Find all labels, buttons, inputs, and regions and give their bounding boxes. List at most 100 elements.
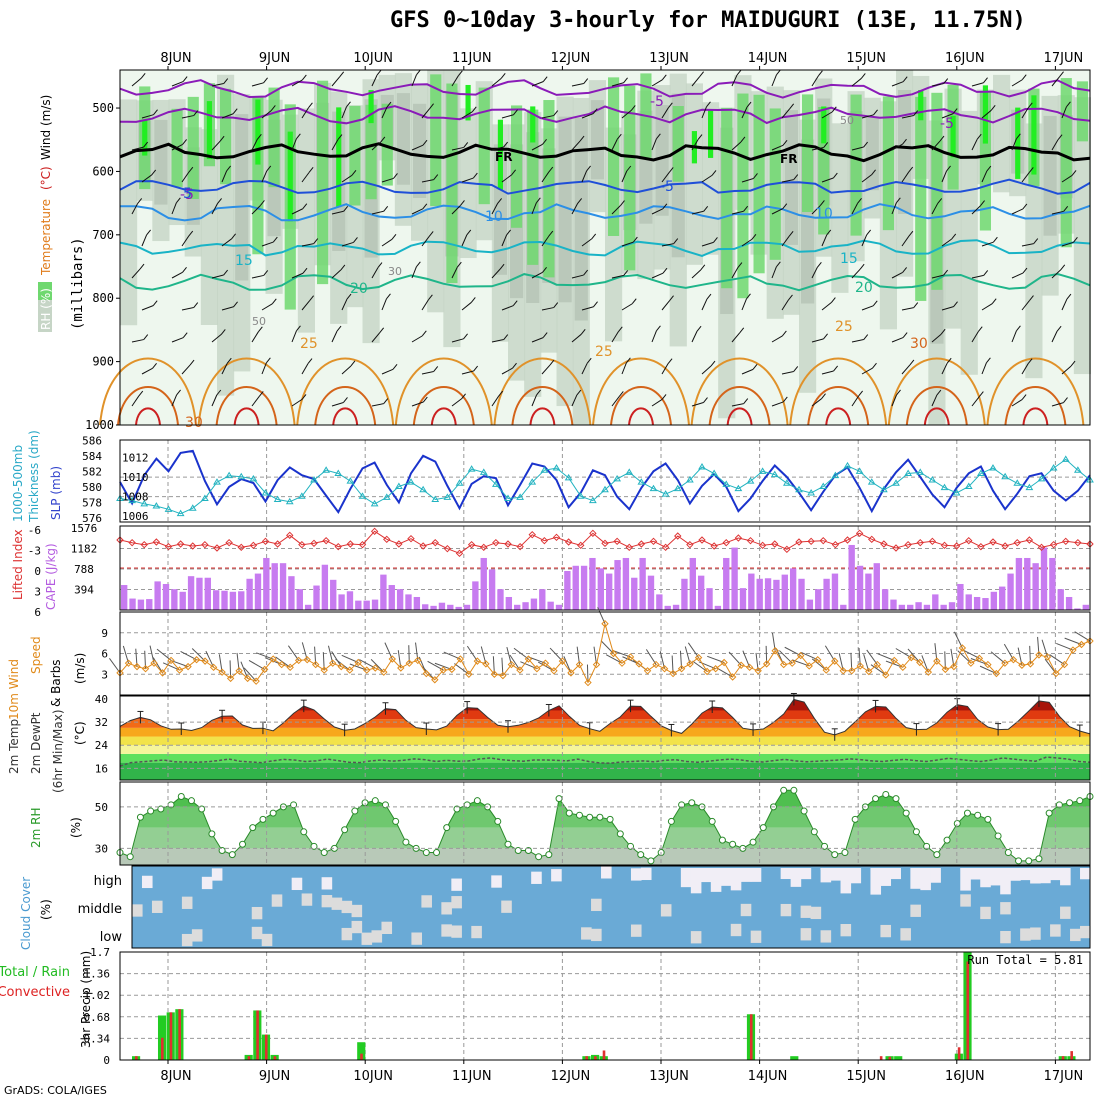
wind-barb [940,328,946,335]
wind-barb [1027,102,1033,109]
rh-band-saturated [206,101,212,160]
wind-barb [307,358,313,364]
rh2m-point [1076,797,1084,805]
wind-barb [1063,206,1069,212]
rh-band-saturated [142,119,148,156]
wind-barb [503,334,509,340]
axis-label: Temperature [39,199,53,276]
wind-barb [661,363,669,375]
cape-bar [881,589,889,610]
wind-barb [651,272,664,279]
cloud-cell [630,924,642,937]
wind-barb [986,357,991,364]
cloud-cell [181,896,193,909]
wind-barb-10m [728,651,742,666]
wind-barb [701,106,707,119]
axis-label: Cloud Cover [19,877,33,950]
wind-barb-10m [963,649,980,659]
wind-barb [741,177,754,183]
wind-speed-point [1026,660,1035,668]
cloud-cell [451,925,462,938]
lifted-index-point [819,536,827,545]
wind-barb [943,78,949,84]
wind-barb [833,365,838,372]
rh2m-point [933,851,941,859]
wind-barb [181,364,191,375]
wind-barb [611,205,621,215]
wind-barb [581,362,588,375]
y-tick-label: 6 [101,648,108,661]
cloud-cell [411,932,422,945]
wind-barb [941,170,948,183]
lifted-index-point [686,540,694,549]
wind-barb [941,362,948,375]
wind-speed-point [133,662,141,671]
rh2m-point [422,849,430,857]
wind-barb [531,202,537,215]
wind-barb [531,271,543,279]
rh2m-point [872,795,880,803]
cape-bar [739,588,747,610]
wind-speed-point [839,667,847,675]
wind-barb [371,210,384,215]
rh-band-saturated [465,84,471,121]
cape-bar [413,596,421,610]
wind-barb [141,114,154,119]
wind-barb [901,115,914,119]
cloud-cell [960,894,971,907]
rh-band-saturated [530,106,536,143]
cape-bar [614,560,621,610]
rh2m-point [729,840,737,848]
isotherm-line [135,407,161,426]
wind-barb [673,238,679,244]
cloud-cell [920,868,931,891]
cape-bar [948,602,956,610]
cloud-cell [840,924,852,937]
wind-barb [946,165,951,172]
wind-barb [741,368,754,375]
thickness-point [770,470,779,478]
cape-bar [572,565,579,610]
wind-barb [261,303,273,311]
wind-barb [872,362,877,369]
y-tick-label: 40 [95,693,108,706]
precip-conv-bar [749,1014,753,1060]
thickness-point [746,477,755,484]
cloud-cell [351,904,363,918]
thickness-point [673,484,682,492]
wind-barb [341,106,347,119]
axis-label: Speed [29,636,43,674]
wind-barb [131,268,141,279]
wind-barb [771,208,783,215]
wind-barb [461,370,474,375]
wind-speed-point [745,663,754,672]
y-tick-label: 700 [92,228,114,242]
lifted-index-point [989,538,997,546]
wind-barb [820,200,825,206]
wind-barb [981,362,987,375]
wind-speed-point [354,658,362,667]
cape-bar [748,573,755,610]
wind-barb-10m [205,650,215,668]
y-tick-label-thickness: 578 [82,497,102,510]
lifted-index-point [1037,543,1046,552]
rh-label: 30 [388,265,402,278]
wind-barb [1022,267,1028,274]
thickness-point [407,478,415,485]
wind-barb [506,229,511,236]
wind-barb [341,365,352,375]
x-tick-label-top: 14JUN [748,51,788,66]
wind-barb [226,165,232,172]
wind-barb [706,101,711,108]
wind-barb [571,394,578,407]
rh-legend-swatch [38,300,52,332]
wind-barb [466,229,472,236]
wind-barb [981,303,993,311]
thickness-point [200,494,209,501]
wind-barb [153,109,158,116]
wind-barb-10m [152,657,163,674]
cape-bar [923,604,931,610]
wind-barb [861,305,874,311]
wind-speed-point [592,660,601,669]
isotherm-label: 30 [185,415,203,431]
